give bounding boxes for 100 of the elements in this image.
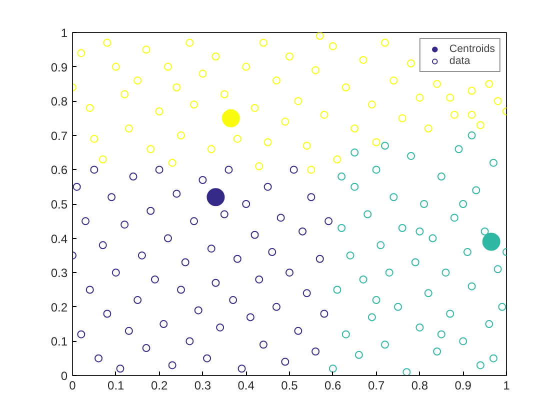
- point: [220, 210, 228, 218]
- point: [255, 162, 264, 170]
- point: [168, 158, 176, 167]
- point: [468, 86, 476, 95]
- point: [250, 230, 259, 239]
- point: [385, 268, 394, 277]
- point: [338, 172, 346, 181]
- point: [172, 190, 181, 198]
- point: [242, 62, 250, 71]
- point: [190, 217, 198, 226]
- point: [468, 282, 476, 290]
- point: [450, 214, 458, 222]
- point: [398, 114, 406, 122]
- point: [380, 340, 389, 349]
- point: [198, 176, 207, 184]
- y-tick-label: 0.1: [50, 334, 68, 349]
- legend-label: Centroids: [449, 43, 495, 55]
- point: [416, 94, 424, 102]
- point: [142, 46, 150, 54]
- point: [203, 354, 212, 362]
- point: [281, 118, 290, 126]
- point: [186, 337, 194, 346]
- point: [372, 138, 380, 146]
- point: [476, 121, 484, 130]
- point: [177, 286, 185, 294]
- point: [468, 110, 476, 119]
- point: [320, 310, 328, 318]
- x-tick-label: 0.7: [368, 378, 385, 392]
- point: [433, 80, 442, 88]
- point: [246, 313, 254, 322]
- point: [86, 104, 94, 112]
- point: [307, 193, 316, 202]
- x-tick-label: 0.6: [324, 378, 342, 392]
- point: [411, 258, 420, 266]
- point: [298, 227, 307, 236]
- point: [77, 49, 86, 58]
- point: [324, 217, 333, 226]
- point: [372, 166, 380, 174]
- point: [476, 361, 484, 370]
- point: [94, 354, 103, 362]
- point: [116, 364, 124, 373]
- point: [164, 234, 172, 242]
- y-tick-label: 0.7: [50, 128, 68, 143]
- point: [420, 200, 428, 208]
- point: [212, 278, 220, 287]
- y-tick-label: 0.9: [50, 60, 68, 74]
- point: [108, 193, 116, 202]
- point: [220, 90, 228, 98]
- x-tick-label: 0.9: [454, 378, 472, 392]
- point: [290, 166, 298, 174]
- y-tick-label: 0.2: [50, 300, 68, 314]
- point: [489, 354, 498, 362]
- point: [98, 155, 107, 164]
- point: [229, 296, 238, 304]
- point: [138, 251, 146, 260]
- point: [485, 320, 494, 328]
- point: [190, 100, 198, 109]
- point: [364, 210, 372, 218]
- point: [224, 166, 233, 174]
- point: [359, 275, 368, 284]
- point: [142, 344, 150, 352]
- point: [155, 166, 164, 174]
- point: [98, 241, 107, 250]
- point: [194, 306, 202, 314]
- point: [250, 104, 259, 112]
- point: [181, 258, 190, 266]
- x-tick-label: 0.8: [411, 378, 428, 392]
- point: [333, 286, 342, 294]
- point: [259, 38, 268, 47]
- point: [168, 361, 176, 370]
- point: [350, 182, 359, 191]
- point: [302, 289, 311, 298]
- point: [459, 200, 468, 208]
- point: [82, 217, 90, 226]
- point: [238, 364, 246, 373]
- point: [120, 90, 129, 98]
- point: [472, 186, 480, 194]
- point: [272, 302, 280, 311]
- point: [112, 268, 120, 277]
- point: [90, 166, 98, 174]
- point: [446, 310, 454, 318]
- point: [264, 138, 272, 146]
- point: [380, 38, 389, 47]
- point: [494, 97, 502, 106]
- point: [350, 124, 359, 133]
- point: [72, 182, 81, 191]
- point: [124, 326, 133, 335]
- point: [77, 330, 86, 338]
- point: [146, 145, 155, 154]
- point: [424, 124, 432, 133]
- x-tick-label: 0.1: [108, 378, 125, 392]
- point: [380, 142, 389, 150]
- point: [177, 131, 185, 140]
- point: [172, 83, 181, 92]
- point: [416, 227, 424, 236]
- point: [354, 350, 363, 359]
- point: [160, 320, 168, 328]
- point: [207, 145, 216, 154]
- y-tick-label: 0.8: [50, 94, 68, 109]
- y-tick-label: 0.5: [50, 198, 68, 212]
